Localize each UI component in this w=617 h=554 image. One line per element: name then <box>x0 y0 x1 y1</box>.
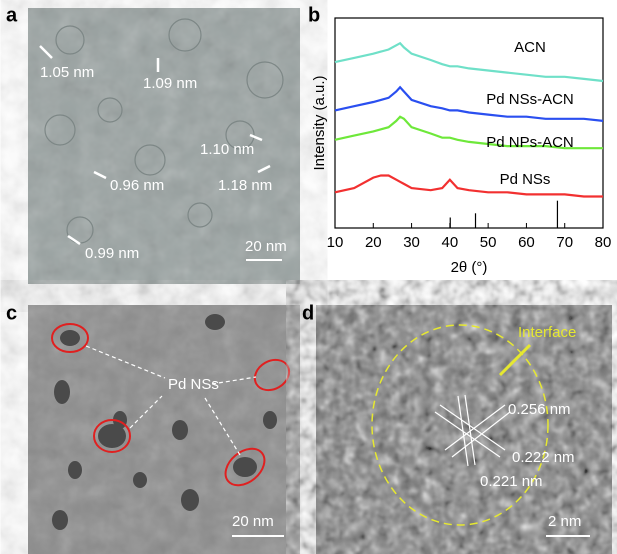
x-tick-label: 20 <box>365 234 382 251</box>
annotation: Interface <box>518 324 576 341</box>
figure: a 1.05 nm 1.09 nm 1.10 nm 1.18 nm 0.96 n… <box>0 0 617 554</box>
series-label: ACN <box>514 39 546 56</box>
annotation: 1.09 nm <box>143 75 197 92</box>
panel-label: d <box>302 302 314 324</box>
annotation: 0.96 nm <box>110 177 164 194</box>
panel-label: a <box>6 4 18 26</box>
x-axis-label: 2θ (°) <box>451 259 488 276</box>
series-label: Pd NPs-ACN <box>486 134 574 151</box>
annotation: 0.99 nm <box>85 245 139 262</box>
x-tick-label: 40 <box>442 234 459 251</box>
x-tick-label: 50 <box>480 234 497 251</box>
annotation: Pd NSs <box>168 376 219 393</box>
series-label: Pd NSs-ACN <box>486 91 574 108</box>
data-line <box>335 176 603 197</box>
plot-frame <box>335 18 603 228</box>
y-axis-label: Intensity (a.u.) <box>311 75 328 170</box>
panel-label: b <box>308 4 320 26</box>
panel-c: c Pd NSs 20 nm <box>6 302 300 554</box>
panel-d: d Interface 0.256 nm 0.222 nm 0.221 nm 2… <box>302 302 612 554</box>
annotation: 0.221 nm <box>480 473 543 490</box>
scale-bar-label: 20 nm <box>245 238 287 255</box>
x-tick-label: 70 <box>556 234 573 251</box>
series-label: Pd NSs <box>500 171 551 188</box>
x-tick-label: 80 <box>595 234 612 251</box>
annotation: 0.256 nm <box>508 401 571 418</box>
annotation: 1.10 nm <box>200 141 254 158</box>
x-tick-label: 60 <box>518 234 535 251</box>
panel-label: c <box>6 302 17 324</box>
x-tick-label: 10 <box>327 234 344 251</box>
annotation: 1.18 nm <box>218 177 272 194</box>
panel-b: b Intensity (a.u.) 2θ (°) 10 20 30 40 50 60 70… <box>308 4 611 276</box>
scale-bar-label: 20 nm <box>232 513 274 530</box>
annotation: 0.222 nm <box>512 449 575 466</box>
scale-bar-label: 2 nm <box>548 513 581 530</box>
panel-a: a 1.05 nm 1.09 nm 1.10 nm 1.18 nm 0.96 n… <box>6 4 300 284</box>
data-line <box>335 43 603 81</box>
x-tick-label: 30 <box>403 234 420 251</box>
annotation: 1.05 nm <box>40 64 94 81</box>
